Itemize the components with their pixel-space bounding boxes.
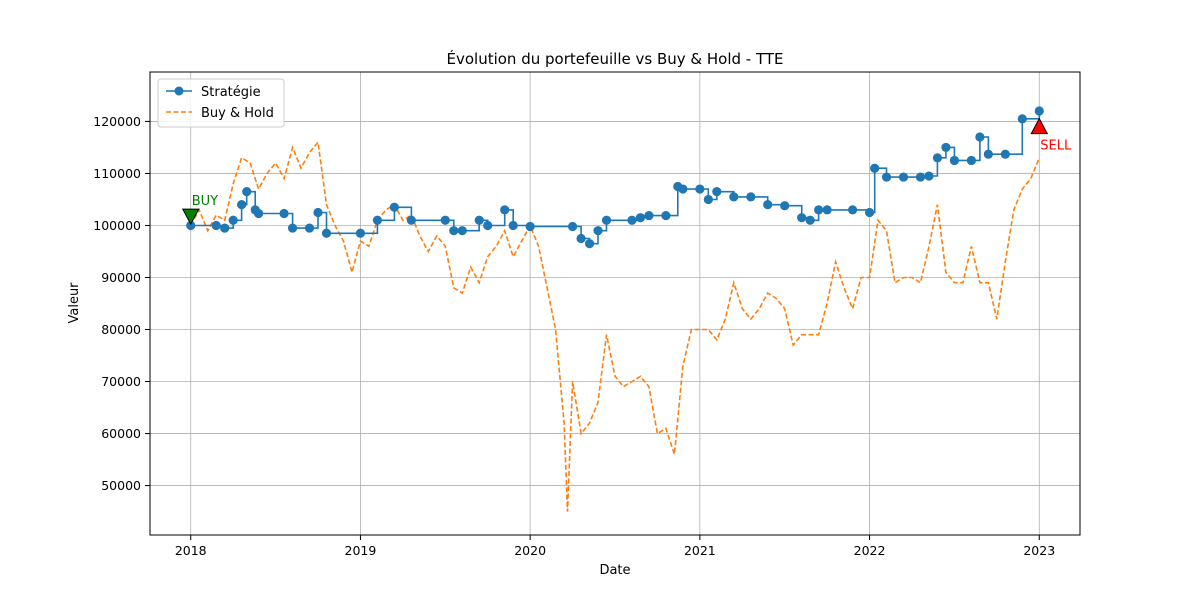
strategy-point [881,172,892,182]
strategy-point [644,210,654,221]
strategy-point [186,220,196,231]
strategy-point [941,142,951,153]
strategy-point [703,194,713,205]
strategy-point [228,215,238,225]
strategy-point [729,192,739,202]
strategy-point [712,187,722,197]
buy-label: BUY [192,194,218,209]
strategy-point [254,208,264,219]
strategy-point [372,215,383,225]
strategy-point [763,200,773,210]
strategy-point [915,172,926,182]
x-tick-label: 2022 [854,543,886,558]
strategy-point [814,205,824,215]
strategy-point [304,223,315,233]
legend: Stratégie Buy & Hold [157,78,285,128]
strategy-point [924,171,934,181]
strategy-point [593,226,603,236]
strategy-point [870,163,880,173]
strategy-point [966,155,976,166]
sell-label: SELL [1040,139,1072,154]
x-tick-label: 2018 [175,543,207,558]
strategy-point [220,223,230,233]
y-tick-label: 80000 [101,322,141,337]
strategy-point [237,200,247,210]
series-line-buyhold [189,140,1041,512]
strategy-point [525,221,535,232]
x-tick-label: 2019 [345,543,377,558]
strategy-point [601,215,612,225]
y-tick-label: 60000 [101,426,141,441]
y-tick-label: 50000 [101,478,141,493]
strategy-point [449,226,459,236]
annotation-layer: BUY SELL [181,117,1072,226]
strategy-point [500,205,510,215]
strategy-point [975,132,985,142]
strategy-point [635,213,646,223]
tick-layer: 2018 2019 2020 2021 2022 2023 50000 60000 70000 8… [93,114,1055,558]
strategy-point [1017,114,1027,124]
strategy-point [949,155,960,166]
strategy-point [932,153,943,163]
x-tick-label: 2020 [514,543,546,558]
y-tick-label: 100000 [93,218,141,233]
strategy-point [287,223,298,233]
y-axis-label: Valeur [67,282,82,324]
strategy-point [406,215,416,225]
strategy-point [898,172,909,182]
strategy-point [661,210,671,221]
y-tick-label: 90000 [101,270,141,285]
strategy-point [678,184,688,194]
strategy-point [983,149,993,159]
legend-label-strategy: Stratégie [201,85,261,100]
strategy-point [508,220,518,231]
y-tick-label: 120000 [93,114,141,129]
strategy-point [695,184,705,194]
x-axis-label: Date [599,563,630,578]
x-tick-label: 2021 [684,543,716,558]
grid-layer [150,72,1080,535]
strategy-point [242,187,252,197]
chart-title: Évolution du portefeuille vs Buy & Hold … [447,49,784,68]
series-layer [186,106,1044,512]
strategy-point [864,207,875,218]
buy-marker [181,208,200,226]
strategy-point [746,192,756,202]
strategy-point [474,215,484,225]
series-line-strategy [190,111,1041,245]
y-tick-label: 70000 [101,374,141,389]
legend-marker-strategy [174,86,184,96]
strategy-point [483,220,493,231]
sell-marker [1030,117,1049,135]
strategy-point [389,202,399,212]
strategy-point [1034,106,1044,116]
strategy-point [457,226,467,236]
strategy-point [576,233,586,244]
y-tick-label: 110000 [93,166,141,181]
strategy-point [627,215,637,225]
strategy-point [440,215,450,225]
strategy-point [313,207,323,218]
strategy-point [584,239,595,249]
strategy-point [822,205,832,215]
x-tick-label: 2023 [1023,543,1055,558]
plot-frame [149,71,1081,536]
strategy-point [279,208,289,219]
strategy-point [805,215,815,225]
strategy-point [321,228,332,238]
legend-label-buyhold: Buy & Hold [201,106,274,121]
strategy-point [355,228,366,238]
strategy-point [780,201,790,211]
strategy-point [567,221,578,232]
strategy-point [847,205,858,215]
strategy-point [797,213,807,223]
strategy-point [1000,149,1010,159]
strategy-point [211,220,221,231]
